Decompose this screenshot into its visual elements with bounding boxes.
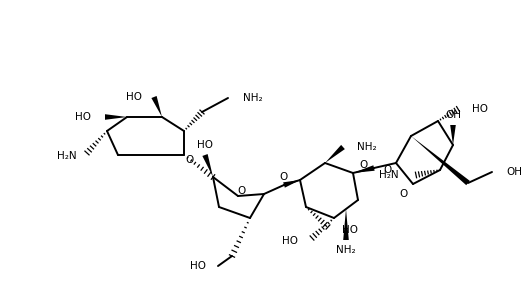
- Text: NH₂: NH₂: [243, 93, 262, 103]
- Text: H₂N: H₂N: [379, 170, 399, 180]
- Text: HO: HO: [190, 261, 206, 271]
- Polygon shape: [325, 145, 345, 163]
- Text: HO: HO: [75, 112, 91, 122]
- Text: O: O: [383, 165, 391, 175]
- Text: O: O: [399, 189, 407, 199]
- Text: H₂N: H₂N: [57, 151, 77, 161]
- Text: OH: OH: [506, 167, 522, 177]
- Text: O: O: [280, 172, 288, 182]
- Text: NH₂: NH₂: [336, 245, 356, 255]
- Text: HO: HO: [126, 92, 142, 102]
- Text: HO: HO: [472, 104, 488, 114]
- Polygon shape: [450, 125, 456, 145]
- Polygon shape: [203, 154, 213, 177]
- Text: HO: HO: [282, 236, 298, 246]
- Polygon shape: [353, 165, 375, 173]
- Text: O: O: [237, 186, 245, 196]
- Text: HO: HO: [197, 140, 213, 150]
- Polygon shape: [105, 114, 127, 120]
- Text: NH₂: NH₂: [357, 142, 377, 152]
- Polygon shape: [411, 136, 470, 185]
- Text: O: O: [186, 155, 194, 165]
- Text: OH: OH: [445, 110, 461, 120]
- Text: O: O: [360, 160, 368, 170]
- Polygon shape: [151, 96, 162, 117]
- Text: HO: HO: [342, 225, 358, 235]
- Polygon shape: [343, 209, 349, 240]
- Polygon shape: [283, 180, 300, 188]
